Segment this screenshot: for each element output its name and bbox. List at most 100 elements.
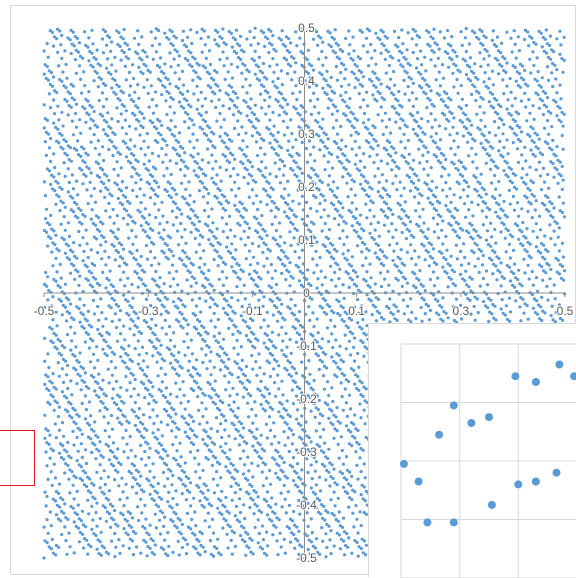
data-point: [301, 428, 305, 432]
data-point: [45, 494, 49, 499]
data-point: [440, 63, 445, 67]
data-point: [413, 249, 417, 253]
data-point: [498, 139, 502, 143]
data-point: [360, 187, 365, 191]
data-point: [322, 154, 326, 158]
data-point: [561, 318, 565, 322]
data-point: [334, 41, 338, 46]
data-point: [206, 138, 211, 142]
data-point: [420, 194, 424, 198]
data-point: [187, 49, 191, 53]
data-point: [517, 214, 521, 218]
data-point: [157, 185, 161, 189]
data-point: [329, 552, 333, 556]
data-point: [155, 360, 159, 364]
data-point: [559, 97, 563, 101]
data-point: [134, 468, 138, 472]
data-point: [344, 221, 348, 225]
data-point: [309, 206, 313, 211]
data-point: [446, 208, 450, 212]
data-point: [286, 179, 290, 183]
data-point: [343, 77, 347, 81]
data-point: [278, 454, 282, 458]
data-point: [145, 351, 149, 355]
data-point: [225, 56, 229, 60]
data-point: [215, 470, 219, 474]
data-point: [322, 427, 326, 432]
data-point: [557, 303, 562, 307]
data-point: [403, 69, 407, 73]
data-point: [337, 223, 341, 227]
data-point: [133, 454, 137, 458]
data-point: [540, 295, 544, 299]
data-point: [253, 400, 257, 404]
data-point: [372, 137, 376, 141]
data-point: [109, 413, 113, 418]
data-point: [345, 181, 349, 185]
data-point: [98, 463, 102, 467]
data-point: [314, 172, 318, 177]
data-point: [554, 256, 558, 260]
data-point: [163, 295, 167, 299]
data-point: [156, 374, 160, 378]
data-point: [410, 91, 414, 95]
data-point: [75, 412, 79, 417]
data-point: [135, 428, 139, 432]
data-point: [543, 180, 547, 184]
data-point: [155, 414, 159, 418]
data-point: [177, 427, 181, 432]
data-point: [197, 408, 201, 412]
data-point: [155, 283, 159, 287]
data-point: [149, 250, 153, 254]
data-point: [60, 187, 64, 191]
data-point: [377, 180, 381, 184]
data-point: [307, 62, 311, 66]
data-point: [214, 82, 218, 86]
data-point: [503, 159, 507, 163]
data-point: [279, 69, 283, 73]
data-point: [87, 269, 91, 273]
data-point: [118, 551, 122, 556]
data-point: [95, 227, 100, 232]
data-point: [331, 243, 335, 247]
data-point: [434, 185, 438, 190]
data-point: [304, 70, 308, 74]
data-point: [315, 317, 319, 321]
data-point: [250, 407, 254, 411]
data-point: [395, 165, 399, 169]
data-point: [57, 118, 61, 122]
data-point: [542, 269, 546, 273]
data-point: [543, 91, 548, 95]
data-point: [57, 545, 61, 549]
data-point: [233, 311, 237, 315]
data-point: [330, 166, 334, 170]
data-point: [495, 255, 499, 259]
data-point: [253, 269, 257, 273]
data-point: [58, 131, 62, 136]
data-point: [132, 36, 137, 40]
data-point: [74, 214, 78, 218]
data-point: [461, 188, 466, 192]
data-point: [412, 118, 416, 122]
data-point: [545, 261, 549, 265]
data-point: [206, 488, 210, 492]
data-point: [492, 96, 497, 101]
data-point: [338, 344, 342, 348]
data-point: [546, 55, 551, 60]
data-point: [218, 88, 222, 93]
data-point: [365, 193, 369, 197]
data-point: [414, 263, 418, 267]
data-point: [134, 312, 138, 316]
data-point: [138, 366, 142, 370]
data-point: [444, 157, 448, 162]
data-point: [241, 62, 245, 66]
data-point: [319, 269, 323, 273]
data-point: [230, 529, 234, 533]
data-point: [459, 303, 463, 307]
data-point: [418, 192, 422, 196]
data-point: [436, 276, 440, 280]
data-point: [392, 70, 396, 74]
data-point: [86, 153, 90, 157]
data-point: [95, 447, 99, 451]
data-point: [354, 207, 358, 211]
